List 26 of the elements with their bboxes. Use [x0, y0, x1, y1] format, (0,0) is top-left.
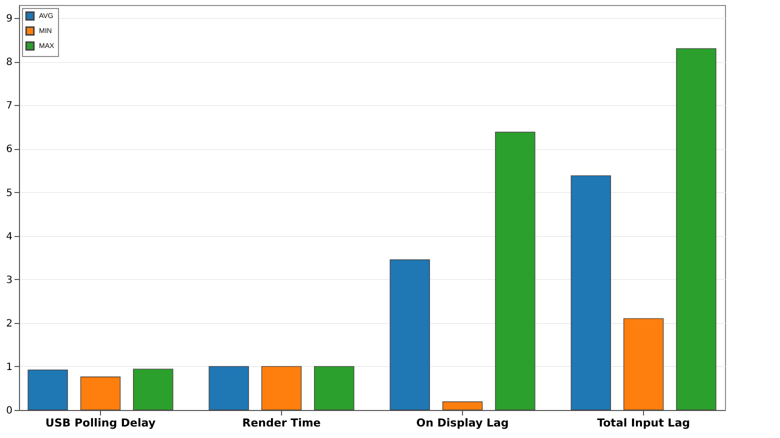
y-tick-label: 5: [6, 188, 12, 199]
bar: [261, 366, 302, 410]
bar: [28, 370, 68, 410]
bar: [570, 175, 611, 410]
bar: [442, 401, 483, 410]
bar: [208, 366, 249, 410]
y-tick-label: 6: [6, 144, 12, 156]
bar: [80, 376, 121, 410]
bar: [623, 318, 664, 410]
bar: [314, 366, 354, 410]
x-tick-label: On Display Lag: [416, 416, 509, 430]
bar: [133, 368, 174, 410]
x-tick-label: USB Polling Delay: [45, 416, 156, 430]
y-tick-label: 4: [6, 231, 12, 242]
y-tick-label: 7: [6, 100, 12, 112]
y-tick-label: 3: [6, 274, 12, 286]
y-tick-label: 1: [6, 362, 12, 373]
y-tick-label: 9: [6, 14, 12, 25]
y-tick-label: 8: [6, 57, 12, 68]
x-tick-label: Render Time: [242, 416, 321, 430]
y-tick-label: 2: [6, 318, 12, 330]
bar: [676, 48, 716, 410]
y-tick-label: 0: [6, 406, 12, 416]
bar: [390, 259, 430, 410]
x-tick-label: Total Input Lag: [597, 416, 690, 430]
bar: [495, 132, 536, 410]
